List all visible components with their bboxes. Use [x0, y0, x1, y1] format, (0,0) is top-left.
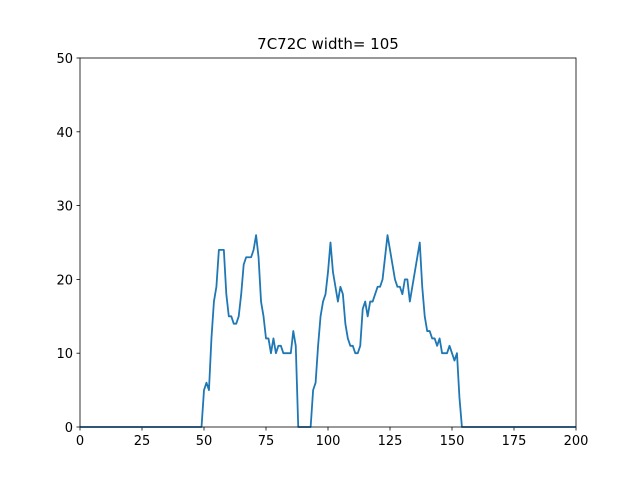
- x-tick-label: 75: [258, 434, 275, 449]
- x-tick-label: 125: [378, 434, 403, 449]
- x-tick-label: 150: [440, 434, 465, 449]
- y-tick-label: 20: [56, 273, 73, 288]
- y-tick-label: 40: [56, 126, 73, 141]
- plot-frame: [79, 57, 577, 428]
- y-tick-label: 0: [65, 421, 73, 436]
- x-tick-label: 200: [564, 434, 589, 449]
- x-tick-label: 0: [76, 434, 84, 449]
- x-tick-label: 25: [134, 434, 151, 449]
- x-tick-label: 50: [196, 434, 213, 449]
- chart-title: 7C72C width= 105: [257, 35, 399, 53]
- y-tick-label: 30: [56, 200, 73, 215]
- y-tick-label: 10: [56, 347, 73, 362]
- x-tick-label: 175: [502, 434, 527, 449]
- y-tick-label: 50: [56, 52, 73, 67]
- x-tick-label: 100: [316, 434, 341, 449]
